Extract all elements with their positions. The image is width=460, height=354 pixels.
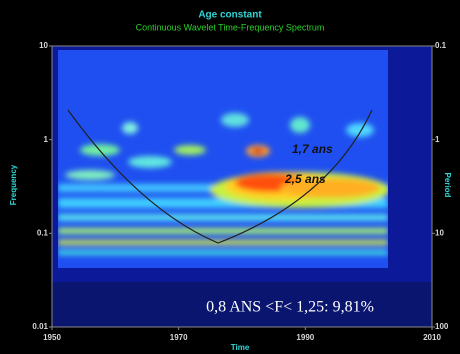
y2-tick-label: 0.1 [435,41,447,50]
y-tick-label: 10 [39,41,48,50]
frame [51,45,433,328]
x-tick-label: 1990 [296,333,314,342]
x-tick-label: 1950 [43,333,61,342]
text-band [52,282,432,327]
x-axis-label: Time [231,343,250,352]
annotation: 0,8 ANS <F< 1,25: 9,81% [206,299,374,316]
chart-title: Age constant [198,10,262,21]
y-tick-label: 1 [44,135,49,144]
y2-tick-label: 100 [435,322,449,331]
y2-tick-label: 1 [435,135,440,144]
x-tick-label: 1970 [170,333,188,342]
x-tick-label: 2010 [423,333,441,342]
spectrum [58,50,388,268]
annotation: 2,5 ans [284,172,326,186]
y-tick-label: 0.01 [32,322,48,331]
chart-subtitle: Continuous Wavelet Time-Frequency Spectr… [136,22,325,32]
y-axis-label: Frequency [9,164,18,205]
y2-tick-label: 10 [435,228,444,237]
annotation: 1,7 ans [292,142,333,156]
y-tick-label: 0.1 [37,228,49,237]
y2-axis-label: Period [443,173,452,198]
